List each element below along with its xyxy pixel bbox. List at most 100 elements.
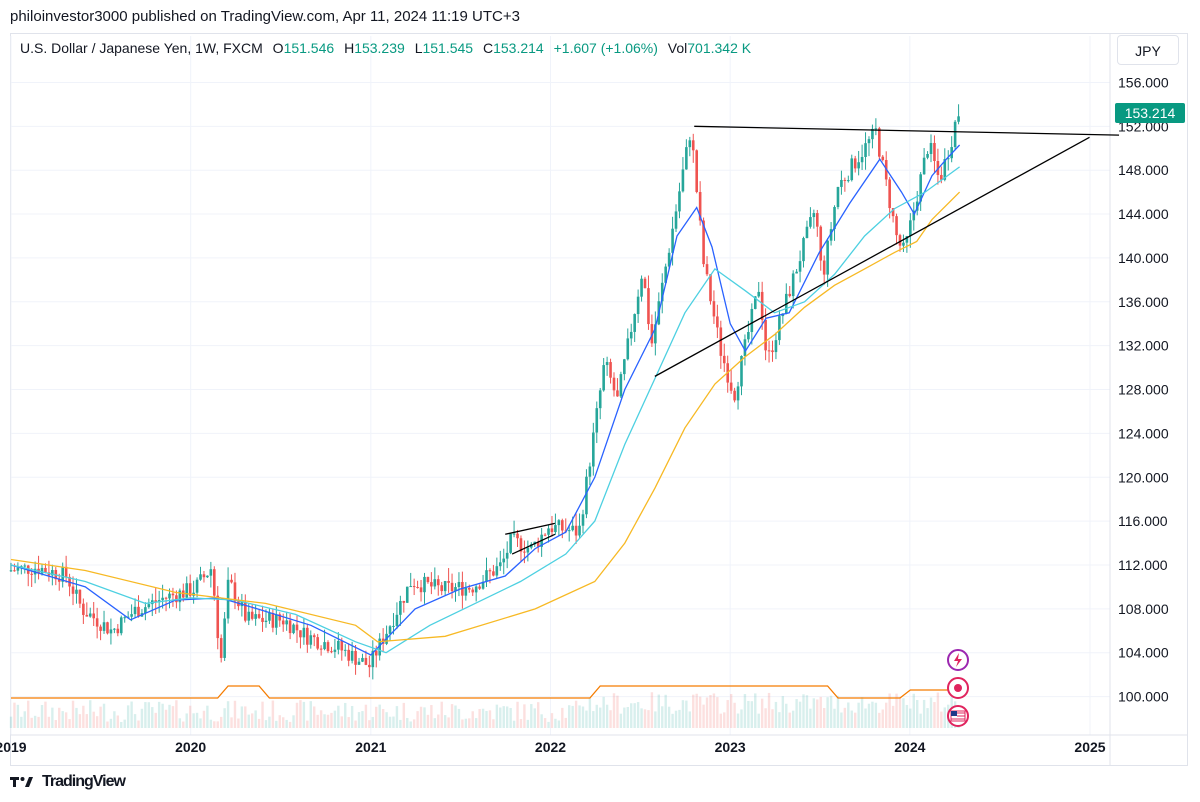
candle-body bbox=[909, 220, 912, 237]
volume-bar bbox=[199, 718, 202, 728]
volume-bar bbox=[254, 710, 257, 728]
volume-bar bbox=[102, 703, 106, 728]
volume-bar bbox=[630, 703, 633, 728]
candle-body bbox=[919, 174, 922, 202]
candle-body bbox=[71, 586, 75, 594]
candle-body bbox=[254, 614, 257, 619]
symbol-title[interactable]: U.S. Dollar / Japanese Yen, 1W, FXCM bbox=[20, 40, 263, 56]
candle-body bbox=[368, 664, 371, 668]
volume-bar bbox=[633, 703, 636, 728]
candle-body bbox=[915, 201, 919, 211]
volume-bar bbox=[188, 705, 192, 728]
volume-bar bbox=[681, 700, 685, 728]
volume-bar bbox=[916, 699, 919, 728]
candle-body bbox=[457, 581, 461, 588]
candle-body bbox=[216, 595, 220, 639]
footer-brand[interactable]: TradingView bbox=[10, 773, 126, 791]
trendline[interactable] bbox=[654, 136, 1090, 377]
volume-bar bbox=[123, 719, 126, 728]
volume-bar bbox=[344, 702, 347, 728]
candle-body bbox=[530, 544, 533, 548]
volume-bar bbox=[878, 712, 881, 728]
trendline[interactable] bbox=[505, 522, 556, 535]
candle-body bbox=[688, 140, 692, 148]
candle-body bbox=[891, 208, 895, 217]
candle-body bbox=[519, 538, 523, 552]
volume-bar bbox=[492, 719, 495, 728]
volume-bar bbox=[195, 712, 199, 728]
volume-bar bbox=[526, 719, 530, 728]
volume-bar bbox=[357, 712, 361, 728]
candle-body bbox=[895, 216, 898, 236]
volume-bar bbox=[692, 694, 695, 728]
volume-bar bbox=[264, 720, 268, 728]
volume-bar bbox=[47, 716, 51, 728]
currency-button[interactable]: JPY bbox=[1117, 35, 1179, 65]
trendline[interactable] bbox=[694, 125, 1120, 136]
volume-bar bbox=[712, 693, 716, 728]
volume-bar bbox=[461, 719, 464, 728]
candle-body bbox=[705, 264, 709, 275]
x-tick-label: 2020 bbox=[175, 739, 206, 755]
volume-bar bbox=[426, 714, 430, 728]
event-icon[interactable] bbox=[947, 677, 969, 699]
candle-body bbox=[154, 600, 158, 603]
volume-bar bbox=[268, 716, 271, 728]
volume-bar bbox=[740, 709, 743, 728]
volume-bar bbox=[168, 704, 171, 728]
candle-body bbox=[113, 628, 116, 630]
volume-bar bbox=[743, 694, 747, 728]
last-price-label: 153.214 bbox=[1125, 105, 1176, 121]
trendline[interactable] bbox=[511, 533, 556, 555]
volume-bar bbox=[698, 696, 702, 728]
volume-bar bbox=[716, 697, 719, 728]
volume-bar bbox=[113, 711, 116, 728]
us-flag-icon[interactable] bbox=[947, 705, 969, 727]
candle-body bbox=[864, 143, 867, 157]
volume-bar bbox=[92, 711, 95, 728]
candle-body bbox=[609, 362, 612, 378]
volume-bar bbox=[130, 701, 133, 728]
candle-body bbox=[898, 235, 902, 246]
candle-body bbox=[419, 587, 423, 593]
volume-bar bbox=[261, 701, 264, 728]
candle-body bbox=[612, 377, 616, 391]
candle-body bbox=[195, 579, 199, 593]
volume-bar bbox=[120, 721, 123, 728]
volume-bar bbox=[909, 708, 912, 728]
volume-bar bbox=[337, 705, 340, 728]
candle-body bbox=[130, 614, 133, 617]
candle-body bbox=[543, 534, 547, 536]
candle-body bbox=[664, 266, 667, 283]
y-tick-label: 132.000 bbox=[1118, 338, 1169, 354]
volume-bar bbox=[330, 712, 333, 728]
candle-body bbox=[774, 340, 778, 353]
candle-body bbox=[695, 150, 698, 193]
volume-bar bbox=[13, 702, 16, 728]
volume-bar bbox=[285, 719, 288, 728]
candle-body bbox=[650, 324, 654, 344]
candle-body bbox=[660, 282, 664, 302]
volume-bar bbox=[478, 709, 481, 728]
volume-bar bbox=[816, 699, 819, 728]
candle-body bbox=[647, 288, 650, 325]
volume-moving-average bbox=[11, 685, 952, 699]
volume-bar bbox=[636, 702, 640, 728]
candle-body bbox=[61, 566, 64, 582]
candle-body bbox=[847, 180, 850, 182]
volume-bar bbox=[447, 717, 450, 728]
volume-bar bbox=[226, 701, 230, 728]
volume-bar bbox=[512, 720, 516, 728]
x-tick-label: 2025 bbox=[1074, 739, 1105, 755]
lightning-icon[interactable] bbox=[947, 649, 969, 671]
volume-bar bbox=[605, 704, 609, 728]
candle-body bbox=[729, 382, 733, 391]
change-value: +1.607 (+1.06%) bbox=[553, 40, 658, 56]
volume-bar bbox=[688, 711, 692, 728]
candle-body bbox=[133, 606, 137, 615]
volume-bar bbox=[774, 701, 778, 728]
volume-bar bbox=[678, 709, 681, 728]
candle-body bbox=[492, 571, 495, 576]
candle-body bbox=[78, 589, 82, 604]
